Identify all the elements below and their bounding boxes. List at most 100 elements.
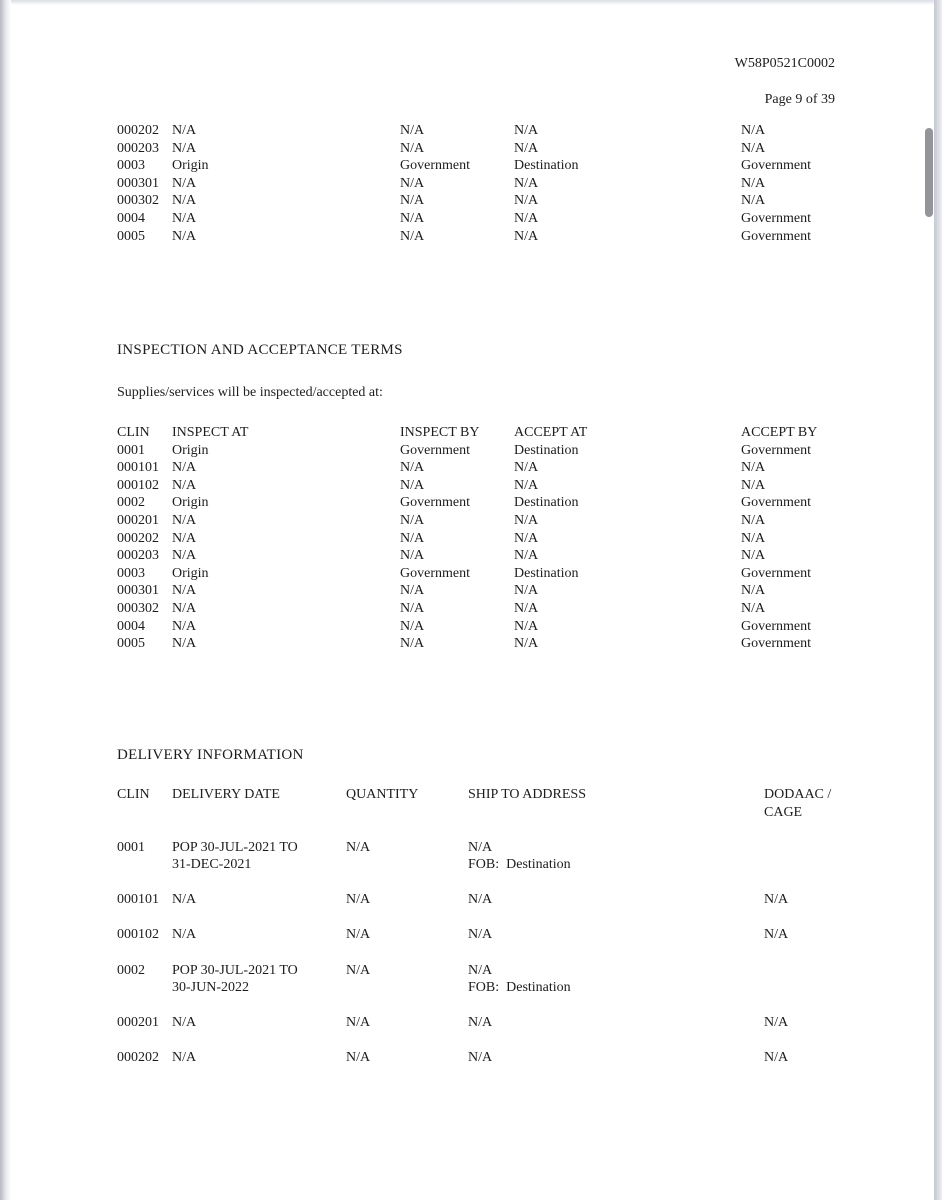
table-row: 000202 N/A N/A N/A N/A [117, 122, 851, 140]
inspect-by-cell: N/A [400, 193, 425, 209]
inspect-by-cell: N/A [400, 477, 425, 493]
accept-at-cell: N/A [514, 123, 539, 138]
inspection-table-body: 0001 Origin Government Destination Gover… [117, 442, 851, 653]
clin-cell: 000101 [117, 460, 159, 476]
accept-at-cell: N/A [514, 210, 539, 226]
accept-by-cell: N/A [741, 477, 766, 493]
accept-by-cell: Government [741, 228, 811, 244]
viewer-edge-top [0, 0, 942, 5]
inspect-by-cell: Government [400, 495, 470, 511]
inspect-at-cell: N/A [172, 618, 197, 634]
delivery-date-column-header: DELIVERY DATE [172, 787, 280, 802]
inspect-by-cell: Government [400, 442, 470, 458]
contract-number: W58P0521C0002 [734, 56, 835, 71]
delivery-date-cell: N/A [172, 1050, 197, 1066]
clin-cell: 000202 [117, 1050, 159, 1066]
inspect-by-cell: N/A [400, 140, 425, 156]
accept-by-cell: Government [741, 442, 811, 458]
accept-by-column-header: ACCEPT BY [741, 425, 818, 440]
table-row: 000302 N/A N/A N/A N/A [117, 192, 851, 210]
inspect-at-column-header: INSPECT AT [172, 425, 249, 440]
table-row: 0005 N/A N/A N/A Government [117, 635, 851, 653]
accept-by-cell: N/A [741, 193, 766, 209]
inspection-table: CLIN INSPECT AT INSPECT BY ACCEPT AT ACC… [117, 424, 851, 653]
inspect-at-cell: N/A [172, 140, 197, 156]
clin-cell: 000302 [117, 600, 159, 616]
table-row: 000202 N/A N/A N/A N/A [117, 1049, 859, 1067]
accept-at-cell: Destination [514, 442, 579, 458]
table-row: 000203 N/A N/A N/A N/A [117, 547, 851, 565]
inspect-at-cell: Origin [172, 565, 209, 581]
accept-at-cell: Destination [514, 565, 579, 581]
table-row: 000101 N/A N/A N/A N/A [117, 459, 851, 477]
inspect-by-cell: N/A [400, 123, 425, 138]
quantity-cell: N/A [346, 1015, 371, 1031]
clin-column-header: CLIN [117, 425, 150, 440]
inspect-at-cell: N/A [172, 193, 197, 209]
inspect-by-column-header: INSPECT BY [400, 425, 480, 440]
table-row: 0004 N/A N/A N/A Government [117, 210, 851, 228]
ship-to-address-cell: N/A [468, 892, 493, 908]
inspect-at-cell: Origin [172, 495, 209, 511]
quantity-cell: N/A [346, 927, 371, 943]
accept-by-cell: N/A [741, 548, 766, 564]
inspect-by-cell: N/A [400, 228, 425, 244]
clin-cell: 000102 [117, 927, 159, 943]
inspect-at-cell: N/A [172, 583, 197, 599]
inspect-at-cell: N/A [172, 530, 197, 546]
scrollbar-thumb[interactable] [925, 128, 933, 217]
clin-cell: 000101 [117, 892, 159, 908]
ship-to-address-column-header: SHIP TO ADDRESS [468, 787, 587, 802]
table-row: 0004 N/A N/A N/A Government [117, 618, 851, 636]
clin-cell: 000203 [117, 548, 159, 564]
table-row: 000301 N/A N/A N/A N/A [117, 582, 851, 600]
inspect-at-cell: N/A [172, 600, 197, 616]
delivery-table: CLIN DELIVERY DATE QUANTITY SHIP TO ADDR… [117, 786, 859, 1084]
inspect-at-cell: N/A [172, 210, 197, 226]
accept-by-cell: N/A [741, 583, 766, 599]
accept-at-cell: N/A [514, 600, 539, 616]
clin-column-header: CLIN [117, 787, 150, 802]
accept-at-cell: N/A [514, 193, 539, 209]
inspect-by-cell: N/A [400, 636, 425, 652]
table-row: 000101 N/A N/A N/A N/A [117, 891, 859, 909]
table-row: 0001 POP 30-JUL-2021 TO 31-DEC-2021 N/A … [117, 839, 859, 874]
table-row: 0002 Origin Government Destination Gover… [117, 494, 851, 512]
accept-at-cell: N/A [514, 228, 539, 244]
accept-at-cell: N/A [514, 175, 539, 191]
accept-at-cell: N/A [514, 548, 539, 564]
inspect-at-cell: N/A [172, 228, 197, 244]
inspect-by-cell: N/A [400, 600, 425, 616]
clin-cell: 0003 [117, 565, 145, 581]
accept-at-cell: N/A [514, 460, 539, 476]
inspect-at-cell: N/A [172, 123, 197, 138]
delivery-date-cell: POP 30-JUL-2021 TO 31-DEC-2021 [172, 839, 298, 873]
inspect-by-cell: N/A [400, 175, 425, 191]
table-row: 000102 N/A N/A N/A N/A [117, 926, 859, 944]
accept-at-cell: N/A [514, 140, 539, 156]
inspect-at-cell: N/A [172, 512, 197, 528]
table-row: 000201 N/A N/A N/A N/A [117, 1014, 859, 1032]
clin-cell: 0003 [117, 158, 145, 174]
inspection-section-heading: INSPECTION AND ACCEPTANCE TERMS [117, 342, 403, 358]
inspect-by-cell: N/A [400, 583, 425, 599]
inspect-by-cell: Government [400, 565, 470, 581]
clin-cell: 000203 [117, 140, 159, 156]
accept-at-cell: Destination [514, 495, 579, 511]
ship-to-address-cell: N/A [468, 1015, 493, 1031]
inspection-intro-text: Supplies/services will be inspected/acce… [117, 385, 383, 400]
accept-by-cell: N/A [741, 600, 766, 616]
accept-at-column-header: ACCEPT AT [514, 425, 588, 440]
clin-cell: 0001 [117, 442, 145, 458]
inspect-at-cell: N/A [172, 477, 197, 493]
accept-by-cell: Government [741, 158, 811, 174]
inspect-by-cell: N/A [400, 548, 425, 564]
dodaac-cage-column-header: DODAAC / CAGE [764, 787, 832, 820]
accept-by-cell: Government [741, 210, 811, 226]
delivery-date-cell: N/A [172, 927, 197, 943]
table-row: 0003 Origin Government Destination Gover… [117, 157, 851, 175]
clin-cell: 0002 [117, 495, 145, 511]
clin-cell: 0001 [117, 839, 145, 855]
table-header-row: CLIN INSPECT AT INSPECT BY ACCEPT AT ACC… [117, 424, 851, 442]
accept-at-cell: N/A [514, 636, 539, 652]
